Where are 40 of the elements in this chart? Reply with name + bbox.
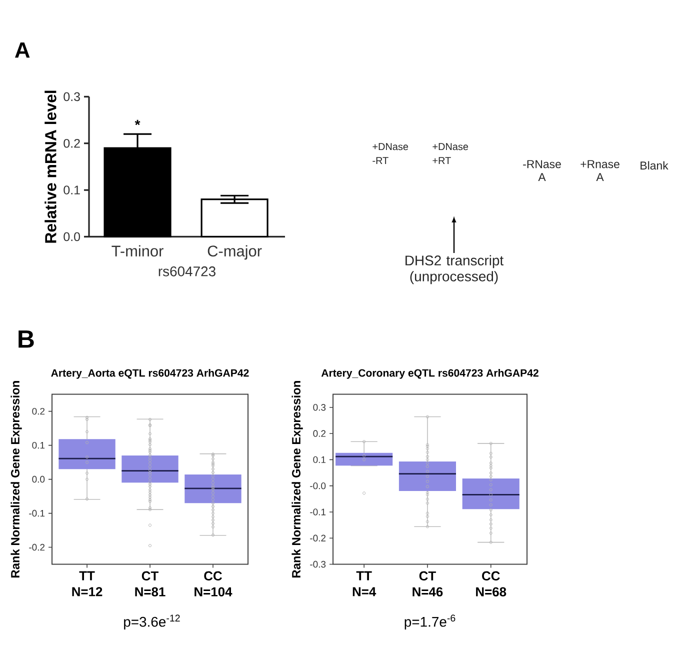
y-tick-label: 0.1 [313, 456, 326, 464]
text: -RNase A [523, 160, 561, 182]
y-tick-label: 0.3 [313, 404, 326, 411]
y-tick-label: 0.2 [64, 138, 80, 148]
y-axis-title: Rank Normalized Gene Expression [292, 381, 303, 578]
text: Blank [640, 161, 668, 170]
y-tick-label: -0.1 [29, 510, 45, 517]
text: p=3.6e$^{-12}$ [124, 614, 180, 630]
text: +DNase +RT [432, 143, 468, 164]
y-tick-label: -0.2 [29, 544, 45, 551]
chart-title: Artery_Aorta eQTL rs604723 ArhGAP42 [51, 368, 249, 379]
x-tick-label: CT N=81 [135, 571, 166, 596]
text: DHS2 transcript (unprocessed) [406, 255, 504, 284]
text: p=1.7e$^{-6}$ [404, 614, 456, 630]
x-tick-label: C-major [208, 245, 262, 260]
y-tick-label: 0.3 [64, 92, 80, 102]
y-tick-label: -0.0 [310, 482, 326, 490]
x-tick-label: T-minor [112, 245, 164, 257]
text: A [15, 42, 30, 58]
annotation: * [134, 120, 140, 126]
text: B [18, 330, 34, 348]
x-tick-label: TT N=12 [72, 571, 102, 596]
x-tick-label: CT N=46 [412, 571, 443, 596]
y-tick-label: -0.2 [310, 534, 326, 542]
y-tick-label: 0.2 [313, 430, 326, 437]
text: +DNase -RT [372, 143, 408, 164]
x-tick-label: CC N=104 [194, 571, 232, 596]
y-tick-label: 0.1 [32, 442, 45, 449]
y-tick-label: 0.1 [64, 186, 80, 194]
x-axis-title: rs604723 [158, 266, 216, 276]
y-tick-label: 0.2 [32, 408, 45, 415]
x-tick-label: TT N=4 [352, 571, 376, 596]
y-axis-title: Rank Normalized Gene Expression [10, 381, 22, 578]
x-tick-label: CC N=68 [476, 571, 506, 596]
y-tick-label: -0.3 [310, 560, 326, 568]
y-tick-label: 0.0 [32, 476, 45, 483]
chart-title: Artery_Coronary eQTL rs604723 ArhGAP42 [321, 368, 538, 379]
y-axis-title: Relative mRNA level [44, 90, 56, 243]
y-tick-label: -0.1 [310, 508, 326, 516]
text: +Rnase A [580, 160, 620, 182]
